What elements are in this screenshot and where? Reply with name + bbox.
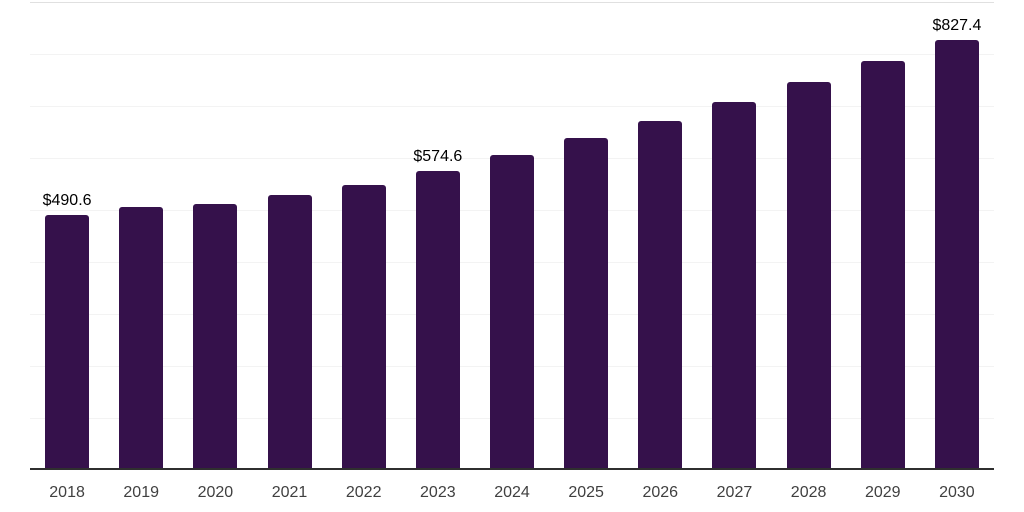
x-tick-label-2026: 2026 — [642, 484, 679, 501]
bar-2028[interactable] — [786, 82, 831, 470]
x-tick-label-2022: 2022 — [345, 484, 382, 501]
bar-2018[interactable] — [45, 215, 90, 470]
plot-area: $490.6 $574.6 $827.4 2018 2019 2020 2021 2022 2… — [30, 0, 994, 512]
x-tick-label-2028: 2028 — [790, 484, 827, 501]
bar-2025[interactable] — [564, 138, 609, 470]
bar-2024[interactable] — [490, 155, 534, 470]
x-tick-label-2019: 2019 — [123, 484, 159, 501]
bar-value-label-2030: $827.4 — [932, 17, 982, 34]
bar-value-label-2018: $490.6 — [42, 192, 92, 209]
x-tick-label-2021: 2021 — [271, 484, 308, 501]
bar-value-label-2023: $574.6 — [413, 148, 463, 165]
x-tick-label-2027: 2027 — [716, 484, 753, 501]
bar-2029[interactable] — [860, 61, 905, 470]
x-tick-label-2025: 2025 — [568, 484, 604, 501]
bar-2026[interactable] — [638, 121, 683, 470]
x-tick-label-2024: 2024 — [494, 484, 530, 501]
x-tick-label-2020: 2020 — [197, 484, 234, 501]
bar-2020[interactable] — [193, 204, 238, 470]
bar-2027[interactable] — [712, 102, 757, 470]
gridline-900 — [30, 2, 994, 3]
x-tick-label-2029: 2029 — [864, 484, 901, 501]
gridline-800 — [30, 54, 994, 55]
x-tick-label-2018: 2018 — [49, 484, 85, 501]
bar-2023[interactable] — [415, 171, 460, 470]
x-tick-label-2030: 2030 — [939, 484, 975, 501]
bar-2030[interactable] — [934, 40, 979, 470]
bar-2019[interactable] — [119, 207, 164, 470]
gridline-700 — [30, 106, 994, 107]
bar-2022[interactable] — [341, 185, 386, 470]
x-axis-line — [30, 468, 994, 470]
x-tick-label-2023: 2023 — [420, 484, 456, 501]
bar-2021[interactable] — [267, 195, 312, 470]
